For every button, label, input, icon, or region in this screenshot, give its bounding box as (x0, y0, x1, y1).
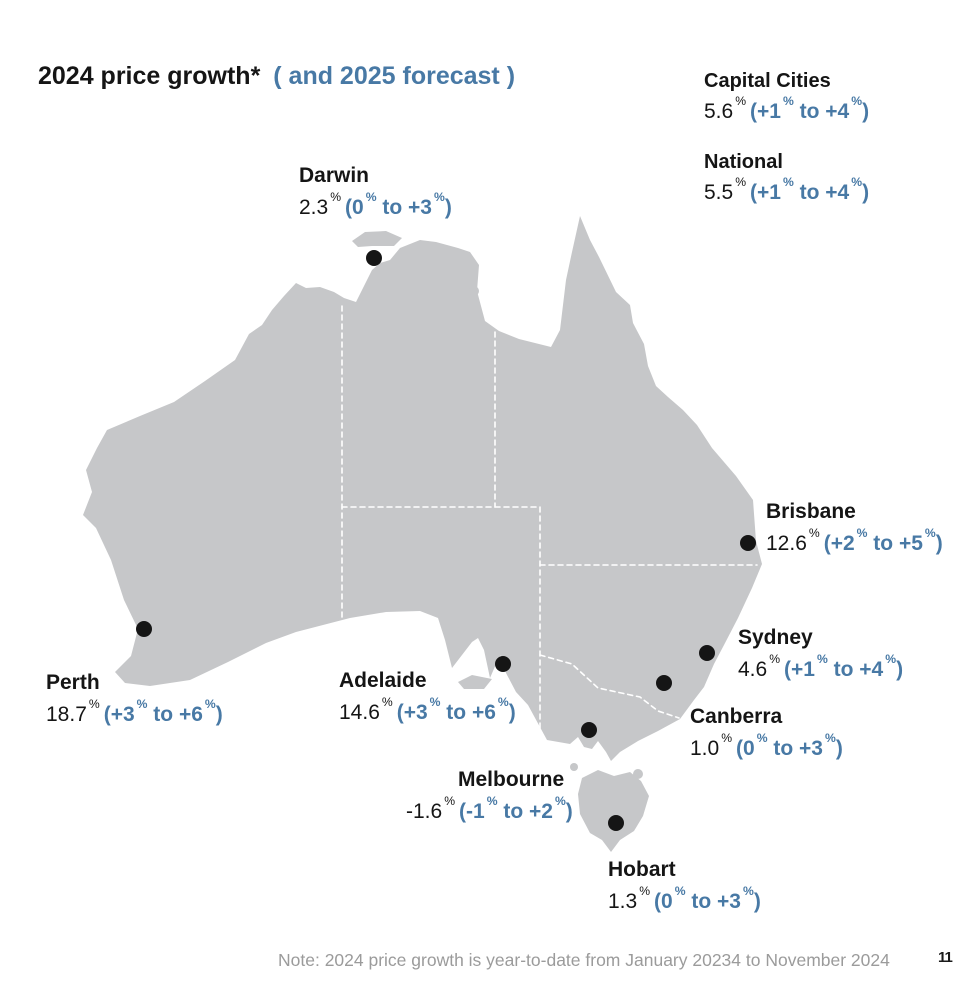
city-marker-brisbane (740, 535, 756, 551)
city-label-brisbane: Brisbane 12.6% (+2% to +5%) (766, 500, 943, 556)
flinders-island (633, 769, 643, 779)
summary-label: Capital Cities (704, 70, 831, 92)
king-island (570, 763, 578, 771)
city-forecast-2025: (+2% to +5%) (823, 525, 943, 555)
city-marker-perth (136, 621, 152, 637)
city-forecast-2025: (0% to +3%) (736, 730, 843, 760)
tasmania-island (578, 770, 649, 852)
city-marker-hobart (608, 815, 624, 831)
city-forecast-2025: (0% to +3%) (654, 883, 761, 913)
state-borders (341, 305, 758, 739)
city-name: Hobart (608, 858, 676, 881)
summary-growth-2024: 5.5% (704, 174, 747, 204)
melville-island (352, 231, 402, 247)
city-name: Canberra (690, 705, 783, 728)
summary-national: National 5.5% (+1% to +4%) (704, 151, 869, 205)
city-label-perth: Perth 18.7% (+3% to +6%) (46, 671, 223, 727)
city-growth-2024: -1.6% (406, 793, 456, 823)
city-growth-2024: 18.7% (46, 696, 100, 726)
city-label-darwin: Darwin 2.3% (0% to +3%) (299, 164, 452, 220)
city-name: Adelaide (339, 669, 427, 692)
city-label-canberra: Canberra 1.0% (0% to +3%) (690, 705, 843, 761)
australia-mainland (83, 216, 762, 761)
kangaroo-island (458, 675, 492, 689)
city-label-melbourne: Melbourne -1.6% (-1% to +2%) (406, 768, 573, 824)
city-name: Darwin (299, 164, 370, 187)
city-marker-melbourne (581, 722, 597, 738)
city-marker-canberra (656, 675, 672, 691)
city-forecast-2025: (+3% to +6%) (396, 694, 516, 724)
city-growth-2024: 14.6% (339, 694, 393, 724)
city-growth-2024: 12.6% (766, 525, 820, 555)
title-forecast-2025: ( and 2025 forecast ) (273, 62, 516, 90)
page-number: 11 (938, 949, 953, 966)
city-label-adelaide: Adelaide 14.6% (+3% to +6%) (339, 669, 516, 725)
city-growth-2024: 1.3% (608, 883, 651, 913)
city-name: Melbourne (458, 768, 565, 791)
city-marker-sydney (699, 645, 715, 661)
city-name: Brisbane (766, 500, 856, 523)
summary-forecast-2025: (+1% to +4%) (750, 174, 870, 204)
page-title: 2024 price growth* ( and 2025 forecast ) (38, 62, 515, 91)
city-label-sydney: Sydney 4.6% (+1% to +4%) (738, 626, 903, 682)
summary-label: National (704, 151, 783, 173)
summary-growth-2024: 5.6% (704, 93, 747, 123)
city-name: Perth (46, 671, 100, 694)
city-forecast-2025: (+1% to +4%) (784, 651, 904, 681)
summary-forecast-2025: (+1% to +4%) (750, 93, 870, 123)
city-name: Sydney (738, 626, 813, 649)
city-forecast-2025: (+3% to +6%) (103, 696, 223, 726)
title-growth-2024: 2024 price growth* (38, 62, 261, 90)
city-label-hobart: Hobart 1.3% (0% to +3%) (608, 858, 761, 914)
city-markers (136, 250, 756, 831)
city-marker-adelaide (495, 656, 511, 672)
summary-capital-cities: Capital Cities 5.6% (+1% to +4%) (704, 70, 869, 124)
city-growth-2024: 4.6% (738, 651, 781, 681)
border-nsw-vic (539, 654, 680, 719)
footnote: Note: 2024 price growth is year-to-date … (278, 950, 890, 970)
city-forecast-2025: (-1% to +2%) (459, 793, 573, 823)
city-growth-2024: 2.3% (299, 189, 342, 219)
city-growth-2024: 1.0% (690, 730, 733, 760)
city-marker-darwin (366, 250, 382, 266)
groote-island (469, 286, 479, 296)
city-forecast-2025: (0% to +3%) (345, 189, 452, 219)
